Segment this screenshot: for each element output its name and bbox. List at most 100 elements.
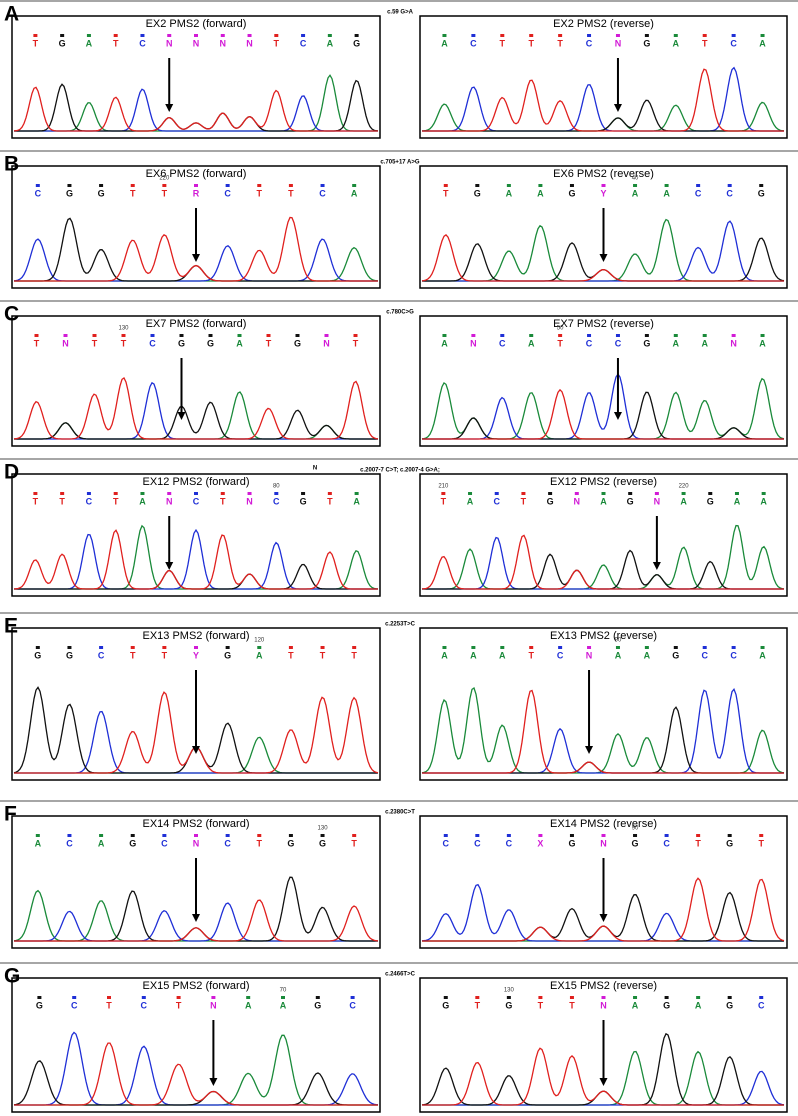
base-marker	[130, 646, 135, 649]
trace-title: EX7 PMS2 (forward)	[146, 318, 247, 330]
base-call: C	[615, 338, 622, 348]
base-marker	[731, 334, 736, 337]
trace	[14, 391, 378, 440]
arrow-head	[652, 562, 661, 570]
base-call: C	[193, 496, 200, 506]
base-call: A	[759, 650, 766, 660]
base-marker	[352, 184, 357, 187]
arrow-head	[192, 914, 200, 922]
base-call: T	[92, 338, 98, 348]
base-marker	[324, 334, 329, 337]
panel-letter: D	[4, 461, 19, 484]
trace-box	[11, 315, 381, 447]
base-marker	[63, 334, 68, 337]
base-marker	[257, 184, 262, 187]
base-marker	[327, 34, 332, 37]
base-call: G	[568, 188, 575, 198]
base-call: C	[474, 838, 481, 848]
base-marker	[633, 184, 638, 187]
base-call: T	[500, 38, 506, 48]
base-call: G	[287, 838, 294, 848]
base-call: N	[62, 338, 69, 348]
base-call: A	[673, 38, 680, 48]
arrow-head	[165, 104, 174, 112]
base-call: T	[130, 188, 136, 198]
base-call: T	[351, 838, 357, 848]
base-call: G	[314, 1000, 321, 1010]
base-call: N	[600, 1000, 607, 1010]
base-marker	[759, 184, 764, 187]
base-call: T	[162, 650, 168, 660]
base-marker	[664, 834, 669, 837]
base-marker	[288, 184, 293, 187]
trace	[422, 706, 784, 774]
base-call: A	[680, 496, 687, 506]
base-marker	[664, 996, 669, 999]
base-marker	[500, 646, 505, 649]
base-marker	[121, 334, 126, 337]
base-call: G	[672, 650, 679, 660]
panel-letter: B	[4, 153, 19, 176]
base-call: T	[327, 496, 333, 506]
base-marker	[150, 334, 155, 337]
base-marker	[521, 492, 526, 495]
base-marker	[225, 834, 230, 837]
base-marker	[442, 34, 447, 37]
base-call: A	[615, 650, 622, 660]
arrow-head	[192, 254, 200, 262]
base-call: A	[327, 38, 334, 48]
base-call: T	[220, 496, 226, 506]
trace-title: EX12 PMS2 (reverse)	[550, 476, 657, 488]
trace	[422, 689, 784, 774]
base-call: T	[257, 188, 263, 198]
base-call: T	[288, 650, 294, 660]
base-marker	[760, 34, 765, 37]
base-call: N	[600, 838, 607, 848]
base-call: G	[643, 338, 650, 348]
base-marker	[601, 492, 606, 495]
panel-letter: G	[4, 965, 20, 988]
arrow-head	[209, 1078, 218, 1086]
base-marker	[664, 184, 669, 187]
base-marker	[760, 646, 765, 649]
base-call: A	[632, 188, 639, 198]
trace	[422, 688, 784, 774]
base-marker	[320, 834, 325, 837]
base-marker	[569, 996, 574, 999]
base-marker	[288, 646, 293, 649]
base-call: Y	[193, 650, 199, 660]
trace	[13, 377, 379, 440]
trace-box	[11, 977, 381, 1113]
position-number: 220	[679, 484, 690, 490]
base-call: T	[162, 188, 168, 198]
trace	[422, 877, 785, 942]
position-number: 70	[280, 988, 287, 994]
base-call: C	[273, 496, 280, 506]
base-call: A	[663, 188, 670, 198]
base-marker	[734, 492, 739, 495]
base-call: N	[323, 338, 330, 348]
base-call: A	[695, 1000, 702, 1010]
base-marker	[471, 34, 476, 37]
base-marker	[538, 184, 543, 187]
base-call: C	[726, 188, 733, 198]
trace-box	[11, 815, 381, 949]
base-call: C	[141, 1000, 148, 1010]
base-call: T	[528, 38, 534, 48]
trace	[14, 381, 378, 440]
base-call: T	[695, 838, 701, 848]
base-call: N	[654, 496, 661, 506]
base-marker	[257, 834, 262, 837]
base-marker	[288, 834, 293, 837]
base-marker	[601, 184, 606, 187]
base-marker	[569, 834, 574, 837]
base-marker	[471, 334, 476, 337]
base-call: A	[441, 338, 448, 348]
position-number: 90	[615, 638, 622, 644]
base-call: A	[351, 188, 358, 198]
trace	[13, 1060, 378, 1106]
trace-box	[419, 15, 788, 139]
base-marker	[633, 996, 638, 999]
base-call: G	[59, 38, 66, 48]
base-call: G	[66, 188, 73, 198]
